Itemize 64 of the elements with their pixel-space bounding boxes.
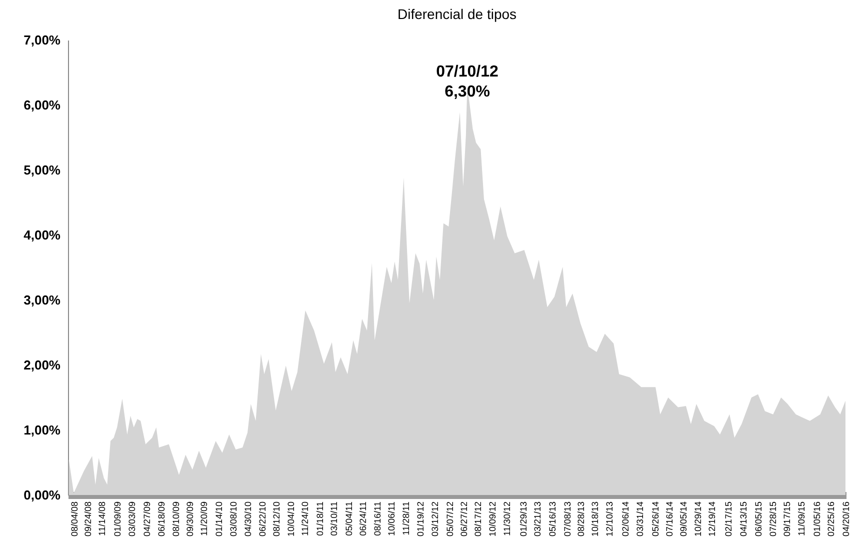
x-tick-label: 02/25/16 [826,502,836,537]
x-tick-label: 02/17/15 [724,502,734,537]
x-tick-label: 01/19/12 [415,502,426,537]
x-tick-label: 08/17/12 [473,502,484,537]
x-tick-label: 09/05/14 [678,502,688,537]
y-tick-label: 7,00% [24,32,61,48]
y-tick-label: 0,00% [24,488,61,502]
x-tick-label: 08/10/09 [170,502,181,537]
x-tick-label: 11/30/12 [502,502,512,536]
y-tick-label: 2,00% [24,358,61,372]
x-tick-label: 01/14/10 [214,502,224,537]
x-tick-label: 10/06/11 [386,502,397,536]
y-tick-label: 6,00% [24,98,61,112]
x-tick-label: 07/16/14 [664,502,674,537]
y-tick-label: 3,00% [24,292,61,308]
x-tick-label: 03/21/13 [532,502,542,537]
x-tick-label: 09/17/15 [782,502,792,537]
annotation: 07/10/12 6,30% [436,64,499,100]
x-tick-label: 07/08/13 [562,502,572,537]
x-tick-label: 08/16/11 [372,502,383,536]
chart-title: Diferencial de tipos [397,6,517,22]
x-tick-label: 12/10/13 [604,502,615,537]
x-tick-label: 07/28/15 [768,502,778,537]
x-tick-label: 08/28/13 [576,502,586,537]
x-tick-label: 05/16/13 [548,502,558,537]
x-tick-label: 06/22/10 [258,502,268,537]
x-tick-label: 01/29/13 [518,502,528,537]
x-tick-label: 08/04/08 [69,502,80,537]
x-tick-label: 10/29/14 [693,502,704,537]
x-tick-label: 06/27/12 [459,502,470,537]
x-tick-label: 05/04/11 [344,502,354,536]
x-tick-label: 11/24/10 [300,502,310,536]
x-tick-label: 10/09/12 [488,502,498,537]
x-tick-label: 09/30/09 [184,502,195,537]
x-tick-label: 06/18/09 [156,502,166,537]
x-tick-label: 04/20/16 [840,502,850,537]
x-tick-label: 01/18/11 [315,502,326,536]
x-tick-label: 06/05/15 [753,502,764,537]
x-tick-label: 11/28/11 [401,502,412,536]
y-tick-label: 1,00% [24,422,61,438]
x-tick-label: 11/09/15 [796,502,806,536]
x-tick-label: 03/03/09 [127,502,138,537]
x-tick-label: 09/24/08 [83,502,94,537]
x-tick-label: 12/19/14 [707,502,718,537]
x-tick-label: 10/04/10 [286,502,296,537]
x-tick-label: 08/12/10 [271,502,282,537]
x-tick-label: 01/09/09 [112,502,123,537]
x-tick-label: 06/24/11 [358,502,368,536]
x-tick-label: 04/27/09 [142,502,152,537]
x-tick-label: 04/30/10 [242,502,253,537]
y-tick-label: 4,00% [24,228,61,242]
x-tick-label: 01/05/16 [812,502,822,537]
x-tick-label: 03/12/12 [430,502,440,537]
y-tick-label: 5,00% [24,162,61,178]
x-tick-label: 05/26/14 [650,502,660,537]
x-tick-label: 03/10/11 [329,502,340,536]
x-tick-label: 05/07/12 [445,502,456,537]
x-tick-label: 03/31/14 [635,502,646,537]
x-tick-label: 02/06/14 [620,502,631,537]
x-tick-label: 10/18/13 [590,502,600,537]
x-tick-label: 11/20/09 [198,502,209,536]
x-tick-label: 11/14/08 [97,502,108,536]
x-tick-label: 03/08/10 [228,502,238,537]
x-tick-label: 04/13/15 [738,502,749,537]
